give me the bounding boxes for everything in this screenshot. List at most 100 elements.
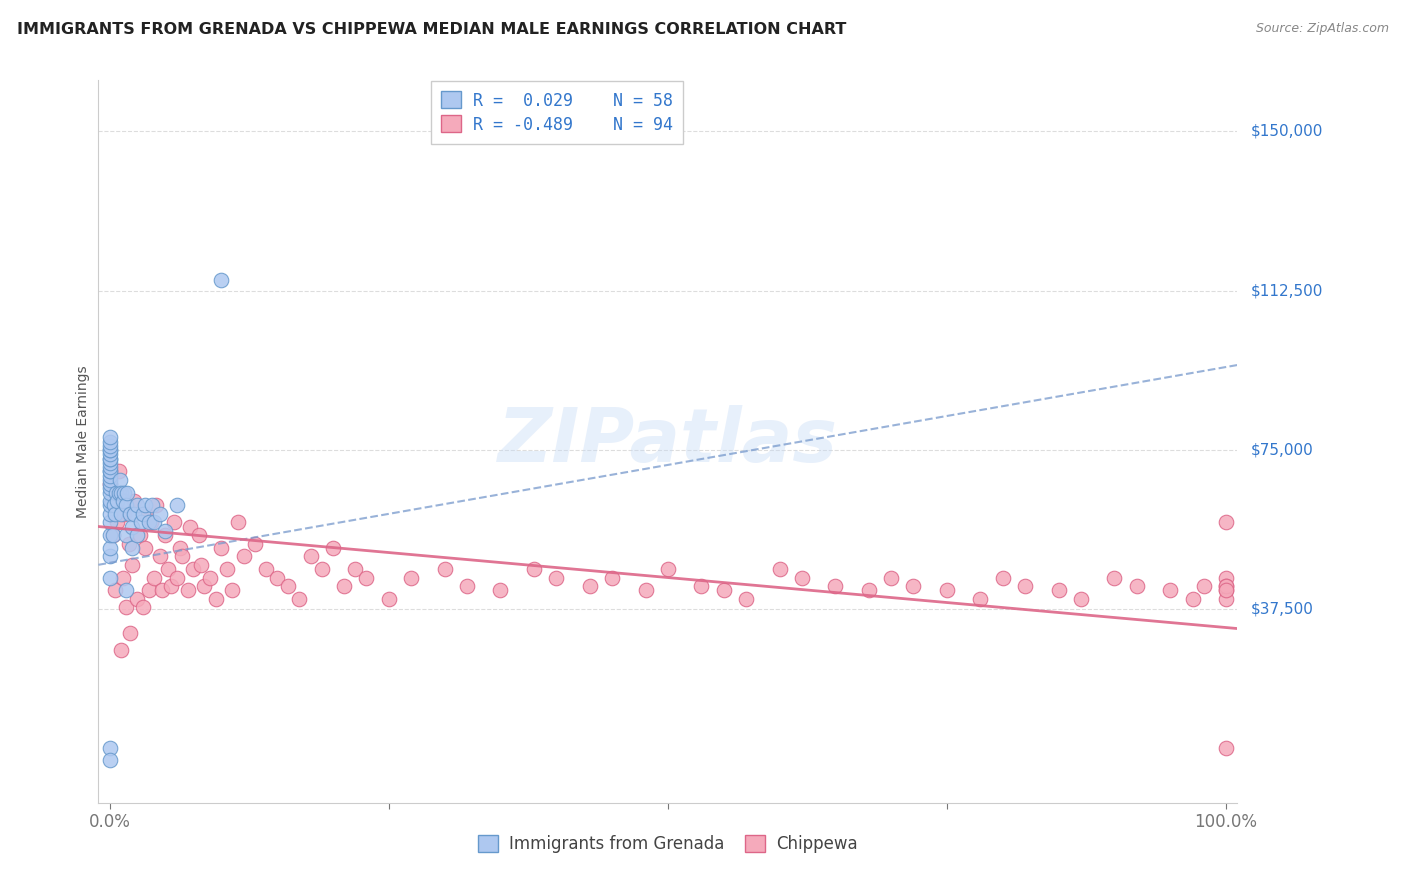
Point: [121, 558, 143, 572]
Point: [122, 507, 145, 521]
Point: [713, 583, 735, 598]
Text: IMMIGRANTS FROM GRENADA VS CHIPPEWA MEDIAN MALE EARNINGS CORRELATION CHART: IMMIGRANTS FROM GRENADA VS CHIPPEWA MEDI…: [17, 22, 846, 37]
Point: [903, 579, 925, 593]
Point: [172, 549, 194, 564]
Point: [858, 583, 880, 598]
Point: [143, 516, 166, 530]
Point: [103, 498, 125, 512]
Point: [456, 579, 478, 593]
Point: [155, 528, 177, 542]
Point: [790, 570, 813, 584]
Point: [112, 485, 135, 500]
Point: [117, 536, 139, 550]
Point: [98, 485, 121, 500]
Text: $75,000: $75,000: [1251, 442, 1315, 458]
Point: [824, 579, 846, 593]
Point: [880, 570, 903, 584]
Point: [118, 507, 141, 521]
Point: [209, 541, 232, 555]
Point: [187, 528, 209, 542]
Point: [634, 583, 657, 598]
Point: [155, 524, 177, 538]
Point: [127, 528, 149, 542]
Point: [104, 507, 127, 521]
Point: [108, 473, 131, 487]
Point: [115, 600, 138, 615]
Point: [1192, 579, 1215, 593]
Point: [105, 485, 128, 500]
Point: [98, 468, 121, 483]
Point: [145, 498, 167, 512]
Point: [98, 439, 121, 453]
Point: [209, 273, 232, 287]
Point: [166, 570, 188, 584]
Point: [936, 583, 959, 598]
Point: [98, 430, 121, 444]
Point: [110, 507, 132, 521]
Text: ZIPatlas: ZIPatlas: [498, 405, 838, 478]
Point: [138, 516, 160, 530]
Point: [735, 591, 758, 606]
Point: [266, 570, 288, 584]
Point: [1014, 579, 1036, 593]
Point: [98, 456, 121, 470]
Point: [122, 494, 145, 508]
Point: [98, 494, 121, 508]
Point: [134, 541, 156, 555]
Point: [98, 541, 121, 555]
Point: [115, 583, 138, 598]
Point: [322, 541, 344, 555]
Point: [1126, 579, 1149, 593]
Point: [169, 541, 191, 555]
Point: [1215, 570, 1237, 584]
Point: [132, 600, 155, 615]
Point: [150, 583, 173, 598]
Point: [149, 507, 172, 521]
Point: [204, 591, 226, 606]
Point: [1159, 583, 1181, 598]
Point: [98, 516, 121, 530]
Point: [226, 516, 249, 530]
Point: [118, 625, 141, 640]
Point: [1047, 583, 1070, 598]
Point: [98, 451, 121, 466]
Point: [127, 591, 149, 606]
Point: [399, 570, 422, 584]
Point: [117, 485, 139, 500]
Point: [578, 579, 600, 593]
Point: [489, 583, 512, 598]
Text: $37,500: $37,500: [1251, 602, 1315, 617]
Point: [98, 477, 121, 491]
Point: [110, 485, 132, 500]
Point: [1215, 516, 1237, 530]
Point: [107, 516, 129, 530]
Point: [1215, 579, 1237, 593]
Point: [107, 485, 129, 500]
Point: [198, 570, 221, 584]
Point: [104, 583, 127, 598]
Point: [356, 570, 378, 584]
Point: [969, 591, 991, 606]
Point: [107, 494, 129, 508]
Point: [98, 498, 121, 512]
Point: [121, 519, 143, 533]
Point: [98, 549, 121, 564]
Point: [299, 549, 322, 564]
Point: [193, 579, 215, 593]
Point: [768, 562, 790, 576]
Point: [98, 451, 121, 466]
Point: [1104, 570, 1126, 584]
Point: [112, 507, 135, 521]
Point: [127, 498, 149, 512]
Point: [98, 443, 121, 458]
Point: [163, 516, 186, 530]
Point: [277, 579, 299, 593]
Point: [1215, 583, 1237, 598]
Point: [1215, 579, 1237, 593]
Point: [141, 498, 163, 512]
Point: [129, 516, 152, 530]
Point: [523, 562, 546, 576]
Point: [98, 528, 121, 542]
Point: [221, 583, 243, 598]
Point: [132, 507, 155, 521]
